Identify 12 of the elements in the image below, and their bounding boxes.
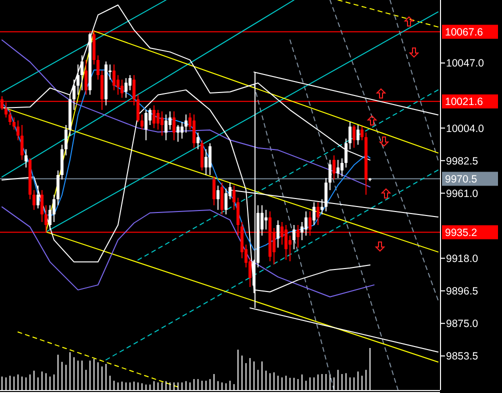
ref-line-label: 10067.6 [445,26,484,38]
ref-line-label: 9935.2 [445,226,478,239]
y-tick-label: 10047.0 [446,58,484,70]
y-tick-label: 9875.0 [446,318,478,330]
y-tick-label: 9853.5 [446,350,478,363]
y-tick-label: 9918.0 [446,252,478,265]
y-tick-label: 9896.5 [446,286,478,298]
y-tick-label: 10004.0 [446,122,484,135]
y-tick-label: 9961.0 [446,188,478,200]
ref-line-label: 9970.5 [445,173,478,186]
y-tick-label: 9982.5 [446,155,478,168]
ref-line-label: 10021.6 [445,96,484,108]
